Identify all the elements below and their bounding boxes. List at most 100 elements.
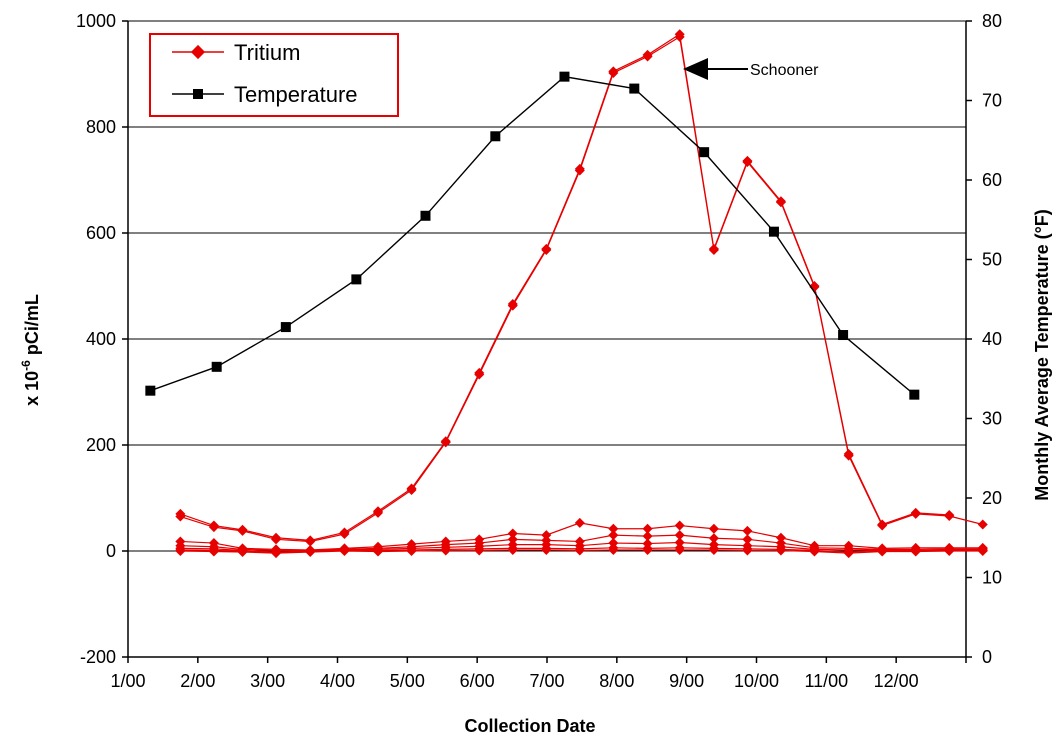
tritium-low-point (742, 525, 753, 536)
x-tick-label: 8/00 (599, 671, 634, 691)
tritium-low-point (440, 545, 451, 556)
y2-axis-ticks: 0 10 20 30 40 50 60 70 80 (966, 11, 1002, 667)
tritium-low-point (642, 531, 653, 542)
temperature-point (559, 71, 570, 82)
tritium-main-point (910, 507, 921, 518)
y2-tick-label: 0 (982, 647, 992, 667)
tritium-low-point (541, 530, 552, 541)
tritium-low-point (373, 546, 384, 557)
tritium-main-point (474, 367, 485, 378)
x-tick-label: 7/00 (529, 671, 564, 691)
temperature-point (838, 330, 849, 341)
tritium-low-point (574, 545, 585, 556)
tritium-low-point (944, 546, 955, 556)
tritium-main-point (944, 509, 955, 520)
tritium-main-point (708, 243, 719, 254)
x-tick-label: 1/00 (110, 671, 145, 691)
tritium-main-point (775, 196, 786, 207)
y2-tick-label: 20 (982, 488, 1002, 508)
tritium-low-point (910, 546, 921, 557)
y-tick-label: 0 (106, 541, 116, 561)
x-tick-label: 11/00 (804, 671, 848, 691)
y-axis-ticks: -200 0 200 400 600 800 1000 (76, 11, 128, 667)
x-tick-label: 9/00 (669, 671, 704, 691)
y2-tick-label: 30 (982, 409, 1002, 429)
tritium-main-series (175, 29, 955, 546)
tritium-low-point (237, 547, 248, 558)
x-axis-ticks: 1/00 2/00 3/00 4/00 5/00 6/00 7/00 8/00 9/00 10/0… (110, 657, 967, 691)
tritium-main-point (574, 163, 585, 174)
legend-box (149, 33, 399, 117)
tritium-low-point (474, 545, 485, 556)
x-tick-label: 5/00 (390, 671, 425, 691)
tritium-low-point (775, 532, 786, 543)
x-tick-label: 4/00 (320, 671, 355, 691)
tritium-low-point (674, 520, 685, 531)
schooner-label: Schooner (750, 62, 819, 79)
temperature-point (280, 322, 291, 333)
temperature-point (699, 147, 710, 158)
y2-tick-label: 10 (982, 568, 1002, 588)
tritium-low-point (708, 544, 719, 555)
tritium-low-point (674, 537, 685, 548)
y-tick-label: 800 (86, 117, 116, 137)
tritium-low-point (742, 534, 753, 545)
tritium-low-point (843, 548, 854, 559)
temperature-point (768, 226, 779, 237)
x-tick-label: 10/00 (734, 671, 779, 691)
tritium-main-point (208, 520, 219, 531)
tritium-low-point (271, 548, 282, 559)
y-axis-title: x 10-6 pCi/mL (19, 294, 42, 406)
legend-tritium-label: Tritium (234, 40, 300, 65)
temperature-point (909, 389, 920, 400)
legend: Tritium Temperature (149, 33, 399, 117)
x-axis-title: Collection Date (464, 716, 595, 736)
tritium-low-point (674, 544, 685, 555)
tritium-low-point (208, 546, 219, 557)
tritium-low-point (642, 523, 653, 534)
y2-tick-label: 60 (982, 170, 1002, 190)
y2-axis-title: Monthly Average Temperature (°F) (1032, 209, 1052, 501)
tritium-main-point (541, 243, 552, 254)
tritium-low-point (507, 534, 518, 545)
tritium-main-point (237, 524, 248, 535)
tritium-main-point (642, 49, 653, 60)
y2-tick-label: 50 (982, 250, 1002, 270)
y2-tick-label: 70 (982, 91, 1002, 111)
tritium-low-point (674, 530, 685, 541)
x-tick-label: 2/00 (180, 671, 215, 691)
tritium-low-point (406, 546, 417, 556)
legend-temperature-label: Temperature (234, 82, 358, 107)
tritium-low-point (339, 546, 350, 556)
tritium-main-point (406, 483, 417, 494)
y2-tick-label: 80 (982, 11, 1002, 31)
tritium-main-point (271, 532, 282, 543)
x-tick-label: 3/00 (250, 671, 285, 691)
tritium-low-point (507, 528, 518, 539)
tritium-low-point (541, 544, 552, 555)
temperature-point (351, 274, 362, 285)
schooner-arrow-head (683, 58, 708, 80)
tritium-low-point (574, 517, 585, 528)
temperature-point (211, 361, 222, 372)
temperature-point (490, 131, 501, 142)
tritium-main-point (305, 535, 316, 546)
tritium-low-point (608, 544, 619, 555)
tritium-low-point (977, 546, 988, 556)
y-axis-title-exponent: -6 (19, 360, 33, 371)
legend-temperature-marker (193, 89, 203, 99)
tritium-main-point (175, 508, 186, 519)
x-tick-label: 6/00 (460, 671, 495, 691)
tritium-low-point (175, 546, 186, 556)
tritium-main-point (440, 436, 451, 447)
temperature-point (145, 385, 156, 396)
temperature-line (150, 75, 915, 396)
y-tick-label: 1000 (76, 11, 116, 31)
tritium-low-point (742, 545, 753, 556)
tritium-low-point (809, 546, 820, 557)
y2-tick-label: 40 (982, 329, 1002, 349)
schooner-annotation: Schooner (683, 58, 819, 80)
tritium-low-point (608, 523, 619, 534)
temperature-point (420, 210, 431, 221)
